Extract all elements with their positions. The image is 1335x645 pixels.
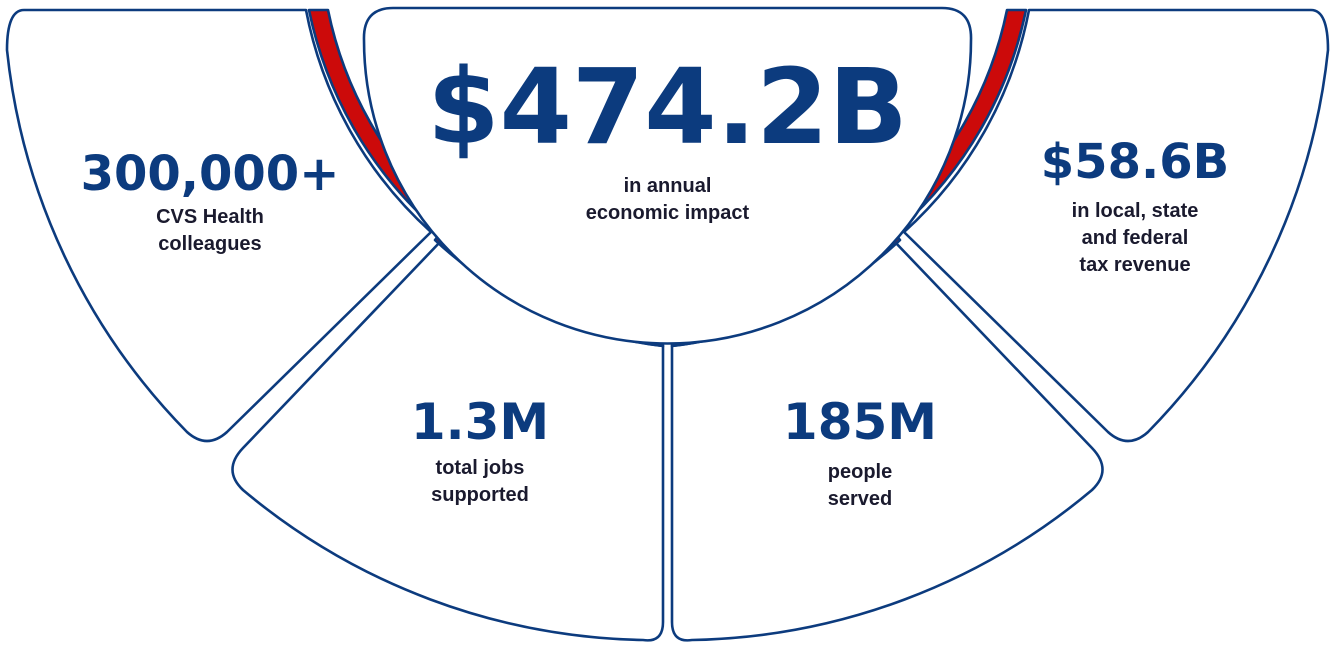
stat-economic-impact: $474.2B in annual economic impact (400, 55, 935, 227)
segment-economic-impact (362, 6, 973, 345)
tax-revenue-value: $58.6B (1040, 134, 1230, 190)
segment-tax-revenue (902, 8, 1330, 443)
jobs-label-line1: total jobs (435, 457, 525, 479)
economic-impact-label-line1: in annual (623, 175, 712, 197)
colleagues-label-line2: colleagues (158, 233, 262, 255)
colleagues-value: 300,000+ (80, 146, 340, 202)
tax-revenue-label-line3: tax revenue (1079, 254, 1191, 276)
tax-revenue-label-line2: and federal (1081, 227, 1189, 249)
economic-impact-value: $474.2B (427, 46, 908, 168)
stat-colleagues: 300,000+ CVS Health colleagues (50, 150, 370, 258)
people-label-line2: served (827, 488, 893, 510)
stat-jobs: 1.3M total jobs supported (380, 397, 580, 509)
stat-tax-revenue: $58.6B in local, state and federal tax r… (1000, 138, 1270, 279)
colleagues-label-line1: CVS Health (156, 206, 264, 228)
people-label-line1: people (827, 461, 893, 483)
economic-impact-label-line2: economic impact (585, 202, 750, 224)
jobs-label-line2: supported (431, 484, 529, 506)
people-value: 185M (782, 393, 938, 451)
jobs-value: 1.3M (410, 393, 550, 451)
tax-revenue-label-line1: in local, state (1071, 200, 1199, 222)
stat-people: 185M people served (745, 397, 975, 513)
segment-colleagues (5, 8, 433, 443)
